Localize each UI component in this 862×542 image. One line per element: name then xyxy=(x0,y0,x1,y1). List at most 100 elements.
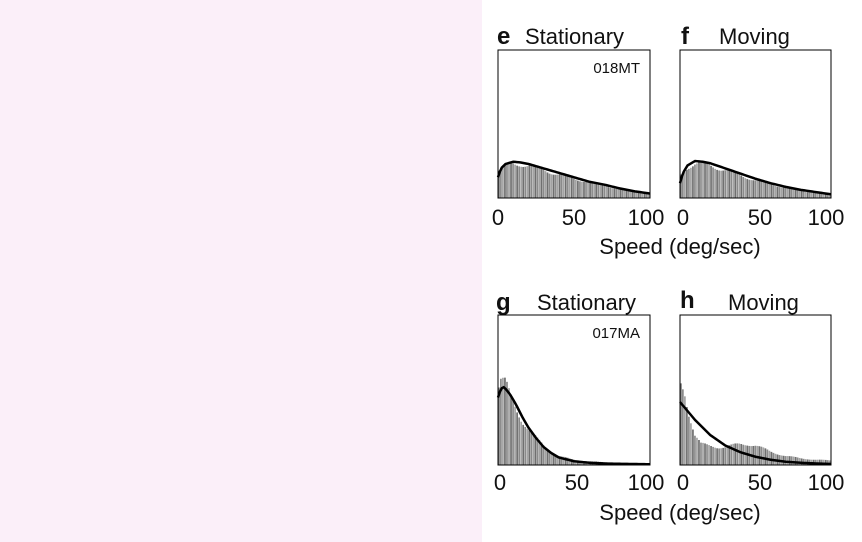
histogram-bar xyxy=(800,190,803,198)
histogram-bar xyxy=(686,169,688,198)
histogram-bar xyxy=(790,188,793,198)
histogram-bar xyxy=(512,400,514,465)
histogram-bar xyxy=(568,458,571,465)
histogram-bar xyxy=(806,192,809,198)
histogram-bar xyxy=(758,180,761,198)
histogram-bar xyxy=(623,189,626,198)
histogram-bar xyxy=(498,387,500,465)
histogram-bar xyxy=(542,445,545,465)
plot-frame-h xyxy=(679,314,832,466)
histogram-bar xyxy=(756,445,759,465)
histogram-bar xyxy=(748,179,751,198)
blank-left-panel xyxy=(0,0,482,542)
histogram-bar xyxy=(816,192,819,198)
histogram-bar xyxy=(534,435,537,465)
histogram-bar xyxy=(690,423,692,465)
histogram-bar xyxy=(552,453,555,465)
histogram-bar xyxy=(722,170,724,198)
histogram-bar xyxy=(617,188,620,198)
histogram-bar xyxy=(782,187,785,198)
histogram-bar xyxy=(554,174,557,198)
histogram-bar xyxy=(522,166,525,198)
histogram-bar xyxy=(570,177,573,198)
histogram-bar xyxy=(534,165,537,198)
histogram-bar xyxy=(621,189,624,198)
panel-title-h: Moving xyxy=(728,290,799,315)
xtick-label-f-0: 0 xyxy=(677,205,689,230)
histogram-bar xyxy=(708,164,710,198)
histogram-bar xyxy=(562,456,565,465)
histogram-bar xyxy=(579,181,581,198)
histogram-bar xyxy=(720,170,722,198)
histogram-bar xyxy=(577,180,579,198)
histogram-bar xyxy=(766,449,769,465)
histogram-bar xyxy=(641,192,644,198)
histogram-bar xyxy=(828,194,831,198)
histogram-bar xyxy=(647,193,650,198)
histogram-bar xyxy=(637,192,640,198)
histogram-bar xyxy=(726,446,729,465)
plot-frame-f xyxy=(679,49,832,199)
histogram-bar xyxy=(820,193,823,198)
histogram-bar xyxy=(708,445,710,465)
histogram-bar xyxy=(520,421,523,465)
histogram-bar xyxy=(734,171,737,198)
histogram-bar xyxy=(710,445,712,465)
histogram-bar xyxy=(704,443,706,465)
histogram-bar xyxy=(746,179,749,198)
histogram-bar xyxy=(752,180,755,198)
histogram-bar xyxy=(613,188,616,198)
histogram-bar xyxy=(762,447,765,465)
histogram-bar xyxy=(556,174,559,198)
histogram-bar xyxy=(826,460,829,465)
xtick-label-h-50: 50 xyxy=(748,470,772,495)
histogram-bar xyxy=(514,406,516,465)
histogram-bar xyxy=(766,182,769,198)
histogram-bar xyxy=(698,162,700,198)
histogram-bar xyxy=(502,377,504,465)
histogram-bar xyxy=(700,442,702,465)
histogram-bar xyxy=(690,167,692,198)
histogram-h xyxy=(680,383,831,465)
xtick-label-e-0: 0 xyxy=(492,205,504,230)
histogram-bar xyxy=(736,443,739,465)
histogram-bar xyxy=(756,180,759,198)
histogram-bar xyxy=(512,163,514,198)
histogram-bar xyxy=(575,179,577,198)
histogram-bar xyxy=(706,162,708,198)
xtick-label-e-100: 100 xyxy=(628,205,665,230)
histogram-bar xyxy=(810,192,813,198)
histogram-bar xyxy=(740,175,743,198)
xtick-label-e-50: 50 xyxy=(562,205,586,230)
histogram-bar xyxy=(684,396,686,465)
histogram-bar xyxy=(572,178,575,198)
xtick-label-h-0: 0 xyxy=(677,470,689,495)
xtick-label-g-50: 50 xyxy=(565,470,589,495)
histogram-bar xyxy=(510,162,512,198)
histogram-bar xyxy=(548,451,551,465)
histogram-bar xyxy=(822,459,825,465)
histogram-bar xyxy=(688,416,690,465)
histogram-bar xyxy=(776,186,779,198)
histogram-bar xyxy=(536,165,539,198)
histogram-bar xyxy=(758,446,761,465)
histogram-bar xyxy=(698,440,700,465)
histogram-bar xyxy=(768,183,771,198)
histogram-bar xyxy=(516,412,518,465)
histogram-bar xyxy=(680,383,682,465)
histogram-bar xyxy=(526,166,529,198)
histogram-bar xyxy=(732,443,735,465)
xtick-label-g-100: 100 xyxy=(628,470,665,495)
histogram-bar xyxy=(550,174,553,198)
histogram-bar xyxy=(639,192,642,198)
histogram-bar xyxy=(824,459,827,465)
panel-f: f Moving 0 50 100 xyxy=(677,23,844,230)
panel-letter-e: e xyxy=(497,23,510,50)
histogram-bar xyxy=(506,162,508,198)
histogram-bar xyxy=(764,181,767,198)
histogram-bar xyxy=(609,187,612,198)
histogram-bar xyxy=(696,437,698,465)
histogram-bar xyxy=(516,165,518,198)
histogram-bar xyxy=(504,163,506,198)
histogram-bar xyxy=(742,444,745,465)
